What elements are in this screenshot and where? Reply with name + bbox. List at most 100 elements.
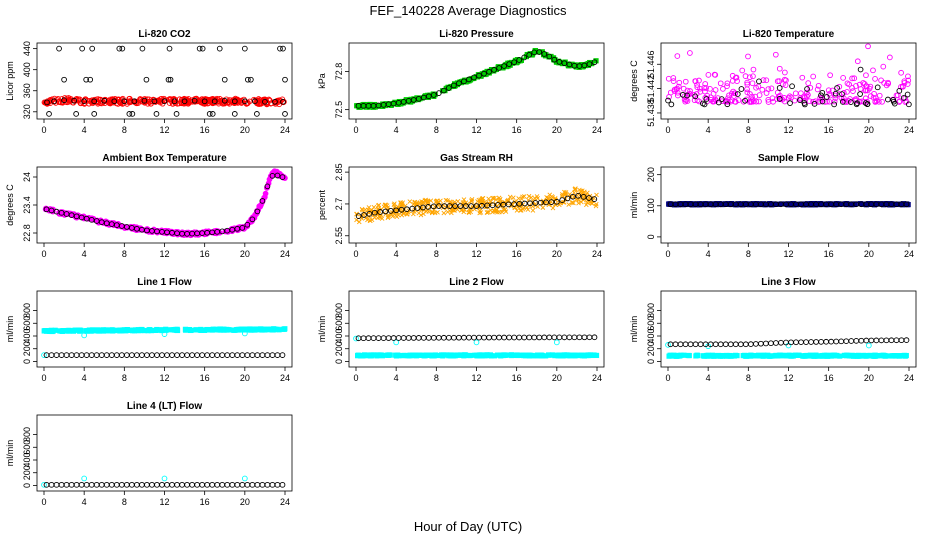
- data-point: [244, 352, 251, 358]
- data-point: [857, 353, 863, 359]
- data-point: [805, 80, 812, 86]
- data-point: [506, 334, 512, 341]
- data-point: [452, 203, 458, 209]
- data-point: [491, 208, 497, 214]
- x-tick-label: 4: [394, 373, 399, 383]
- data-point: [418, 212, 424, 218]
- data-point: [899, 83, 906, 90]
- x-tick-label: 24: [280, 497, 290, 507]
- data-point: [139, 45, 146, 52]
- data-point: [744, 79, 750, 86]
- data-point: [257, 100, 263, 107]
- data-point: [703, 85, 709, 91]
- data-point: [224, 352, 231, 358]
- data-point: [828, 338, 835, 345]
- data-point: [457, 79, 464, 86]
- data-point: [445, 198, 450, 203]
- panel-title-temperature: Li-820 Temperature: [743, 29, 835, 40]
- data-point: [750, 353, 756, 359]
- data-point: [521, 334, 528, 341]
- data-point: [154, 352, 160, 358]
- data-point: [665, 342, 671, 348]
- data-point: [846, 81, 852, 88]
- data-point: [776, 85, 783, 91]
- data-point: [677, 341, 684, 348]
- x-tick-label: 16: [200, 373, 210, 383]
- data-point: [780, 352, 786, 358]
- data-point: [41, 328, 47, 334]
- data-point: [788, 353, 795, 359]
- x-tick-label: 0: [41, 249, 46, 259]
- y-tick-label: 2.7: [334, 198, 344, 211]
- data-point: [490, 195, 495, 201]
- x-tick-label: 0: [41, 497, 46, 507]
- data-point: [391, 210, 396, 215]
- data-point: [254, 352, 261, 358]
- data-point: [511, 201, 517, 207]
- data-point: [781, 76, 788, 83]
- data-point: [793, 339, 799, 346]
- data-point: [774, 78, 781, 85]
- y-tick-label: 24: [22, 172, 32, 182]
- data-point: [254, 481, 261, 488]
- data-point: [91, 111, 98, 117]
- y-tick-label: 400: [22, 452, 32, 467]
- data-point: [585, 190, 590, 196]
- data-point: [53, 352, 60, 358]
- y-axis-label-line1: ml/min: [5, 316, 15, 343]
- data-point: [146, 327, 153, 333]
- x-tick-label: 16: [200, 125, 210, 135]
- data-point: [234, 481, 241, 488]
- data-point: [818, 95, 825, 102]
- data-point: [681, 93, 688, 100]
- data-point: [129, 352, 135, 358]
- data-point: [824, 352, 830, 358]
- data-point: [853, 353, 859, 359]
- data-point: [453, 352, 459, 358]
- data-point: [566, 202, 572, 207]
- x-tick-label: 24: [592, 125, 602, 135]
- data-point: [168, 327, 174, 333]
- data-point: [886, 353, 893, 359]
- data-point: [687, 341, 694, 348]
- data-point: [710, 90, 717, 97]
- data-point: [720, 86, 726, 92]
- x-tick-label: 4: [394, 125, 399, 135]
- data-point: [216, 45, 223, 52]
- data-point: [116, 45, 123, 52]
- data-point: [692, 93, 699, 100]
- x-tick-label: 12: [783, 125, 793, 135]
- data-point: [842, 99, 848, 105]
- x-tick-label: 8: [434, 125, 439, 135]
- data-point: [161, 331, 168, 337]
- data-point: [219, 481, 226, 488]
- data-point: [108, 352, 115, 358]
- data-point: [174, 481, 180, 488]
- data-point: [81, 98, 88, 105]
- data-point: [697, 341, 704, 348]
- data-point: [48, 481, 55, 488]
- data-point: [224, 481, 231, 488]
- data-point: [532, 200, 539, 206]
- data-point: [505, 201, 512, 208]
- y-tick-label: 23.4: [22, 196, 32, 214]
- data-point: [853, 101, 860, 108]
- data-point: [491, 334, 497, 341]
- y-tick-label: 400: [22, 62, 32, 77]
- x-tick-label: 0: [665, 125, 670, 135]
- data-point: [209, 481, 216, 488]
- data-point: [772, 353, 778, 359]
- data-point: [474, 353, 480, 359]
- marks-pressure: [354, 47, 599, 110]
- data-point: [585, 200, 590, 205]
- data-point: [118, 481, 125, 488]
- data-point: [441, 334, 447, 341]
- data-point: [580, 194, 587, 200]
- data-point: [409, 205, 416, 212]
- data-point: [561, 200, 567, 205]
- data-point: [857, 66, 864, 73]
- data-point: [282, 111, 288, 117]
- data-point: [264, 352, 271, 358]
- data-point: [61, 76, 67, 83]
- data-point: [83, 352, 90, 358]
